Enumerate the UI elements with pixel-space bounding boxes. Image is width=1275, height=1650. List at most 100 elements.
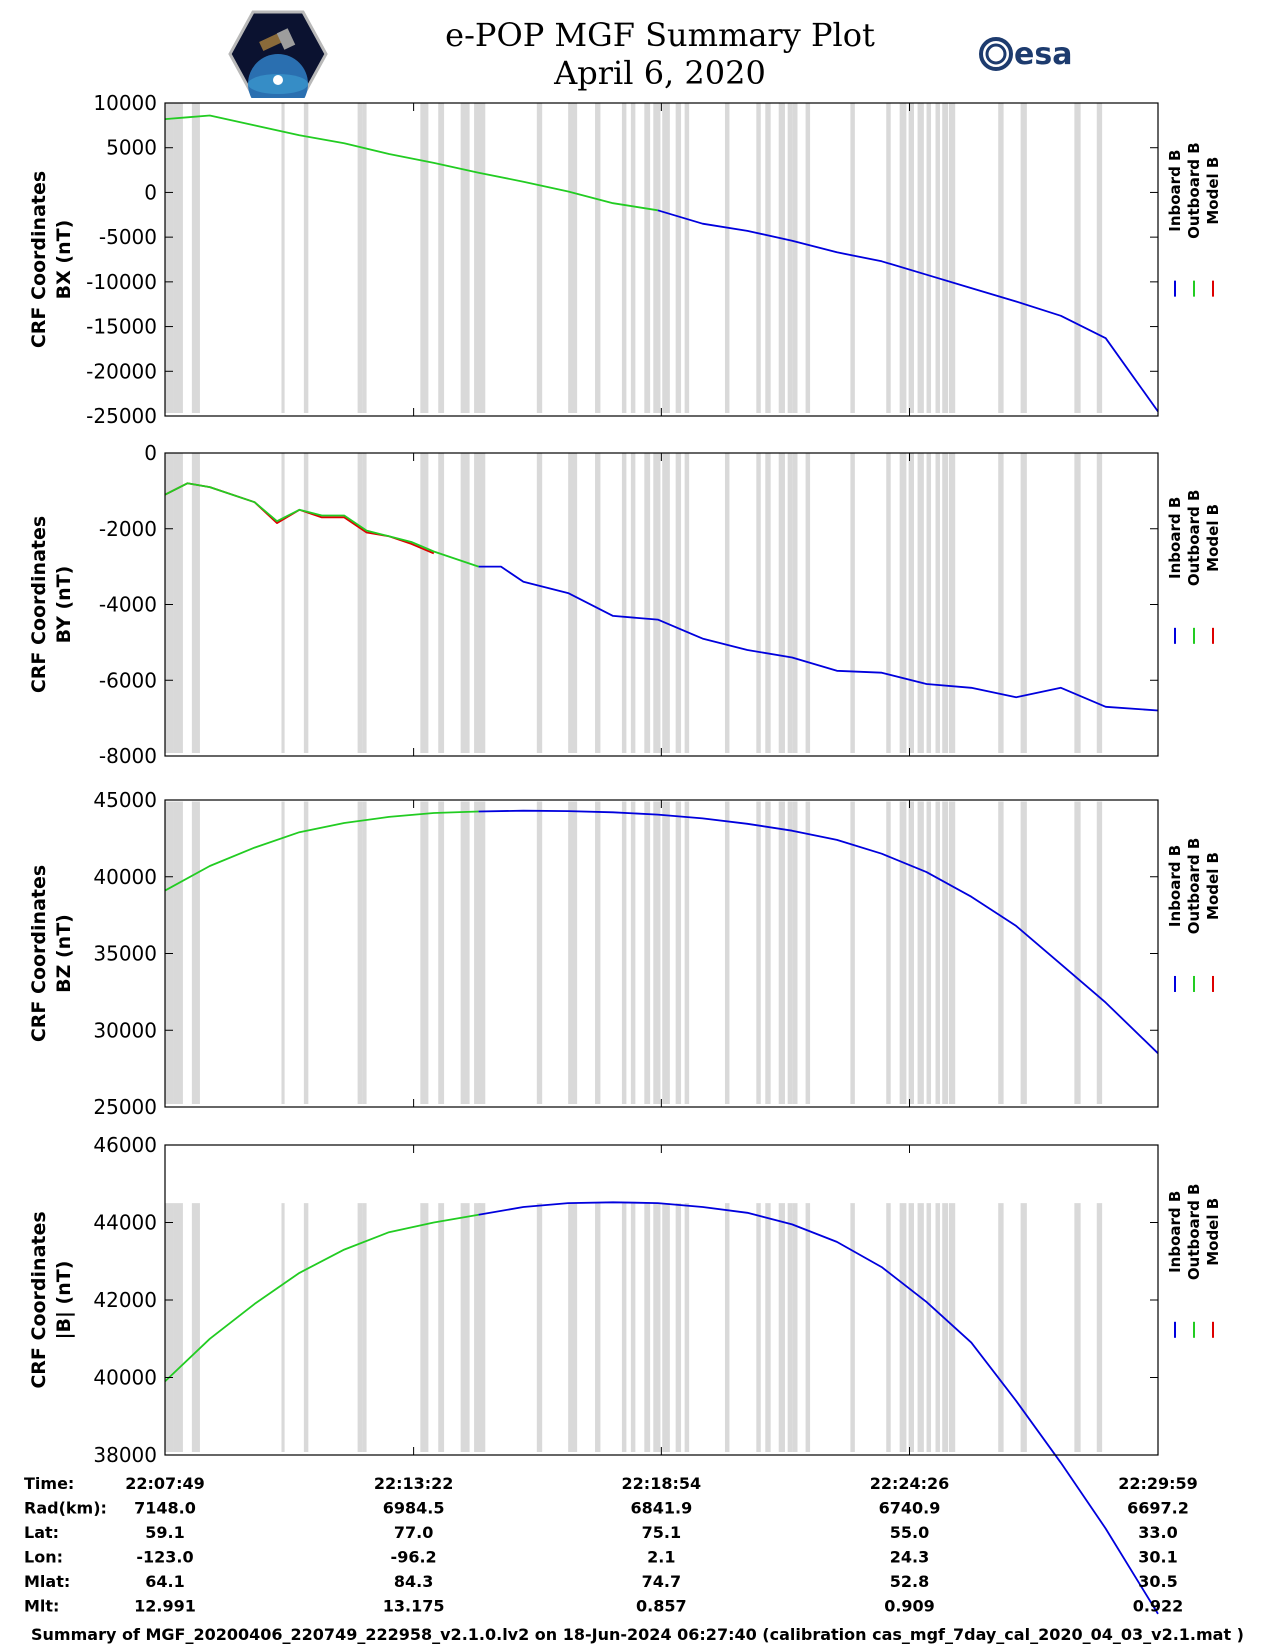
data-gap-bar [886, 103, 891, 413]
y-axis-unit-label: BZ (nT) [53, 914, 75, 993]
axes-frame [164, 102, 1159, 417]
data-gap-bar [191, 103, 200, 413]
data-gap-bar [165, 103, 174, 413]
data-gap-bar [595, 801, 601, 1104]
data-gap-bar [675, 801, 682, 1104]
data-gap-bar [899, 1203, 907, 1452]
info-row-value: 2.1 [647, 1548, 675, 1567]
y-tick-label: 25000 [93, 1095, 157, 1119]
data-gap-bar [653, 801, 661, 1104]
legend-label: Model B [1204, 504, 1222, 572]
data-gap-bar [805, 1203, 811, 1452]
model-b-line [164, 482, 435, 555]
data-gap-bar [942, 453, 949, 753]
data-gap-bar [362, 103, 367, 413]
inboard-b-line [478, 565, 1159, 712]
y-tick-label: 0 [144, 441, 157, 465]
info-row-label: Mlat: [24, 1572, 70, 1591]
info-row-value: 75.1 [642, 1523, 681, 1542]
data-gap-bar [568, 1203, 578, 1452]
info-row-label: Rad(km): [24, 1499, 107, 1518]
info-row-value: 22:29:59 [1118, 1474, 1198, 1493]
data-gap-bar [675, 1203, 682, 1452]
legend-label: Inboard B [1166, 150, 1184, 232]
info-row-value: 13.175 [383, 1597, 445, 1616]
data-gap-bar [595, 453, 601, 753]
data-gap-bar [1074, 103, 1081, 413]
y-tick-label: -10000 [86, 270, 157, 294]
info-row-value: -96.2 [391, 1548, 437, 1567]
y-axis-label: CRF Coordinates [28, 171, 50, 348]
data-gap-bar [621, 801, 627, 1104]
y-tick-label: 5000 [106, 136, 157, 160]
data-gap-bar [536, 103, 543, 413]
data-gap-bar [765, 1203, 771, 1452]
legend-label: Inboard B [1166, 845, 1184, 927]
data-gap-bar [644, 103, 651, 413]
data-gap-bar [765, 453, 771, 753]
data-gap-bar [899, 103, 907, 413]
y-tick-label: 0 [144, 180, 157, 204]
y-tick-label: 10000 [93, 91, 157, 115]
data-gap-bar [899, 801, 907, 1104]
data-gap-bar [1020, 103, 1027, 413]
inboard-b-line [478, 809, 1159, 1054]
chart-date: April 6, 2020 [554, 54, 766, 92]
data-gap-bar [998, 1203, 1004, 1452]
data-gap-bar [438, 801, 445, 1104]
data-gap-bar [460, 103, 470, 413]
data-gap-bar [474, 453, 481, 753]
legend-label: Outboard B [1185, 490, 1203, 587]
data-gap-bar [998, 453, 1004, 753]
data-gap-bar [787, 103, 793, 413]
data-gap-bar [478, 453, 486, 753]
info-row-value: 6740.9 [879, 1499, 941, 1518]
data-gap-bar [536, 453, 543, 753]
info-row-label: Lat: [24, 1523, 59, 1542]
y-tick-label: 35000 [93, 942, 157, 966]
data-gap-bar [460, 801, 470, 1104]
data-gap-bar [420, 453, 429, 753]
legend-label: Outboard B [1185, 142, 1203, 239]
y-axis-unit-label: BX (nT) [53, 220, 75, 300]
data-gap-bar [362, 453, 367, 753]
data-gap-bar [644, 801, 651, 1104]
data-gap-bar [787, 1203, 793, 1452]
info-row-value: 84.3 [394, 1572, 433, 1591]
data-gap-bar [1020, 453, 1027, 753]
data-gap-bar [917, 103, 924, 413]
y-tick-label: -2000 [99, 517, 157, 541]
data-gap-bar [724, 1203, 730, 1452]
data-gap-bar [756, 103, 761, 413]
data-gap-bar [621, 103, 627, 413]
info-row-value: 30.1 [1138, 1548, 1177, 1567]
y-tick-label: -5000 [99, 225, 157, 249]
data-gap-bar [908, 453, 914, 753]
data-gap-bar [1096, 453, 1103, 753]
data-gap-bar [630, 453, 636, 753]
data-gap-bar [362, 1203, 367, 1452]
data-gap-bar [165, 1203, 174, 1452]
info-row-value: 59.1 [145, 1523, 184, 1542]
data-gap-bar [460, 453, 470, 753]
data-gap-bar [303, 453, 309, 753]
data-gap-bar [675, 103, 682, 413]
data-gap-bar [621, 453, 627, 753]
data-gap-bar [281, 103, 285, 413]
y-axis-unit-label: BY (nT) [53, 566, 75, 644]
info-row-value: 22:13:22 [374, 1474, 454, 1493]
data-gap-bar [935, 801, 940, 1104]
data-gap-bar [765, 103, 771, 413]
y-axis-label: CRF Coordinates [28, 516, 50, 693]
data-gap-bar [998, 103, 1004, 413]
data-gap-bar [850, 1203, 855, 1452]
data-gap-bar [1074, 453, 1081, 753]
data-gap-bar [165, 453, 174, 753]
data-gap-bar [684, 453, 690, 753]
data-gap-bar [756, 453, 761, 753]
data-gap-bar [792, 801, 798, 1104]
data-gap-bar [568, 103, 578, 413]
data-gap-bar [675, 453, 682, 753]
data-gap-bar [765, 801, 771, 1104]
data-gap-bar [886, 453, 891, 753]
